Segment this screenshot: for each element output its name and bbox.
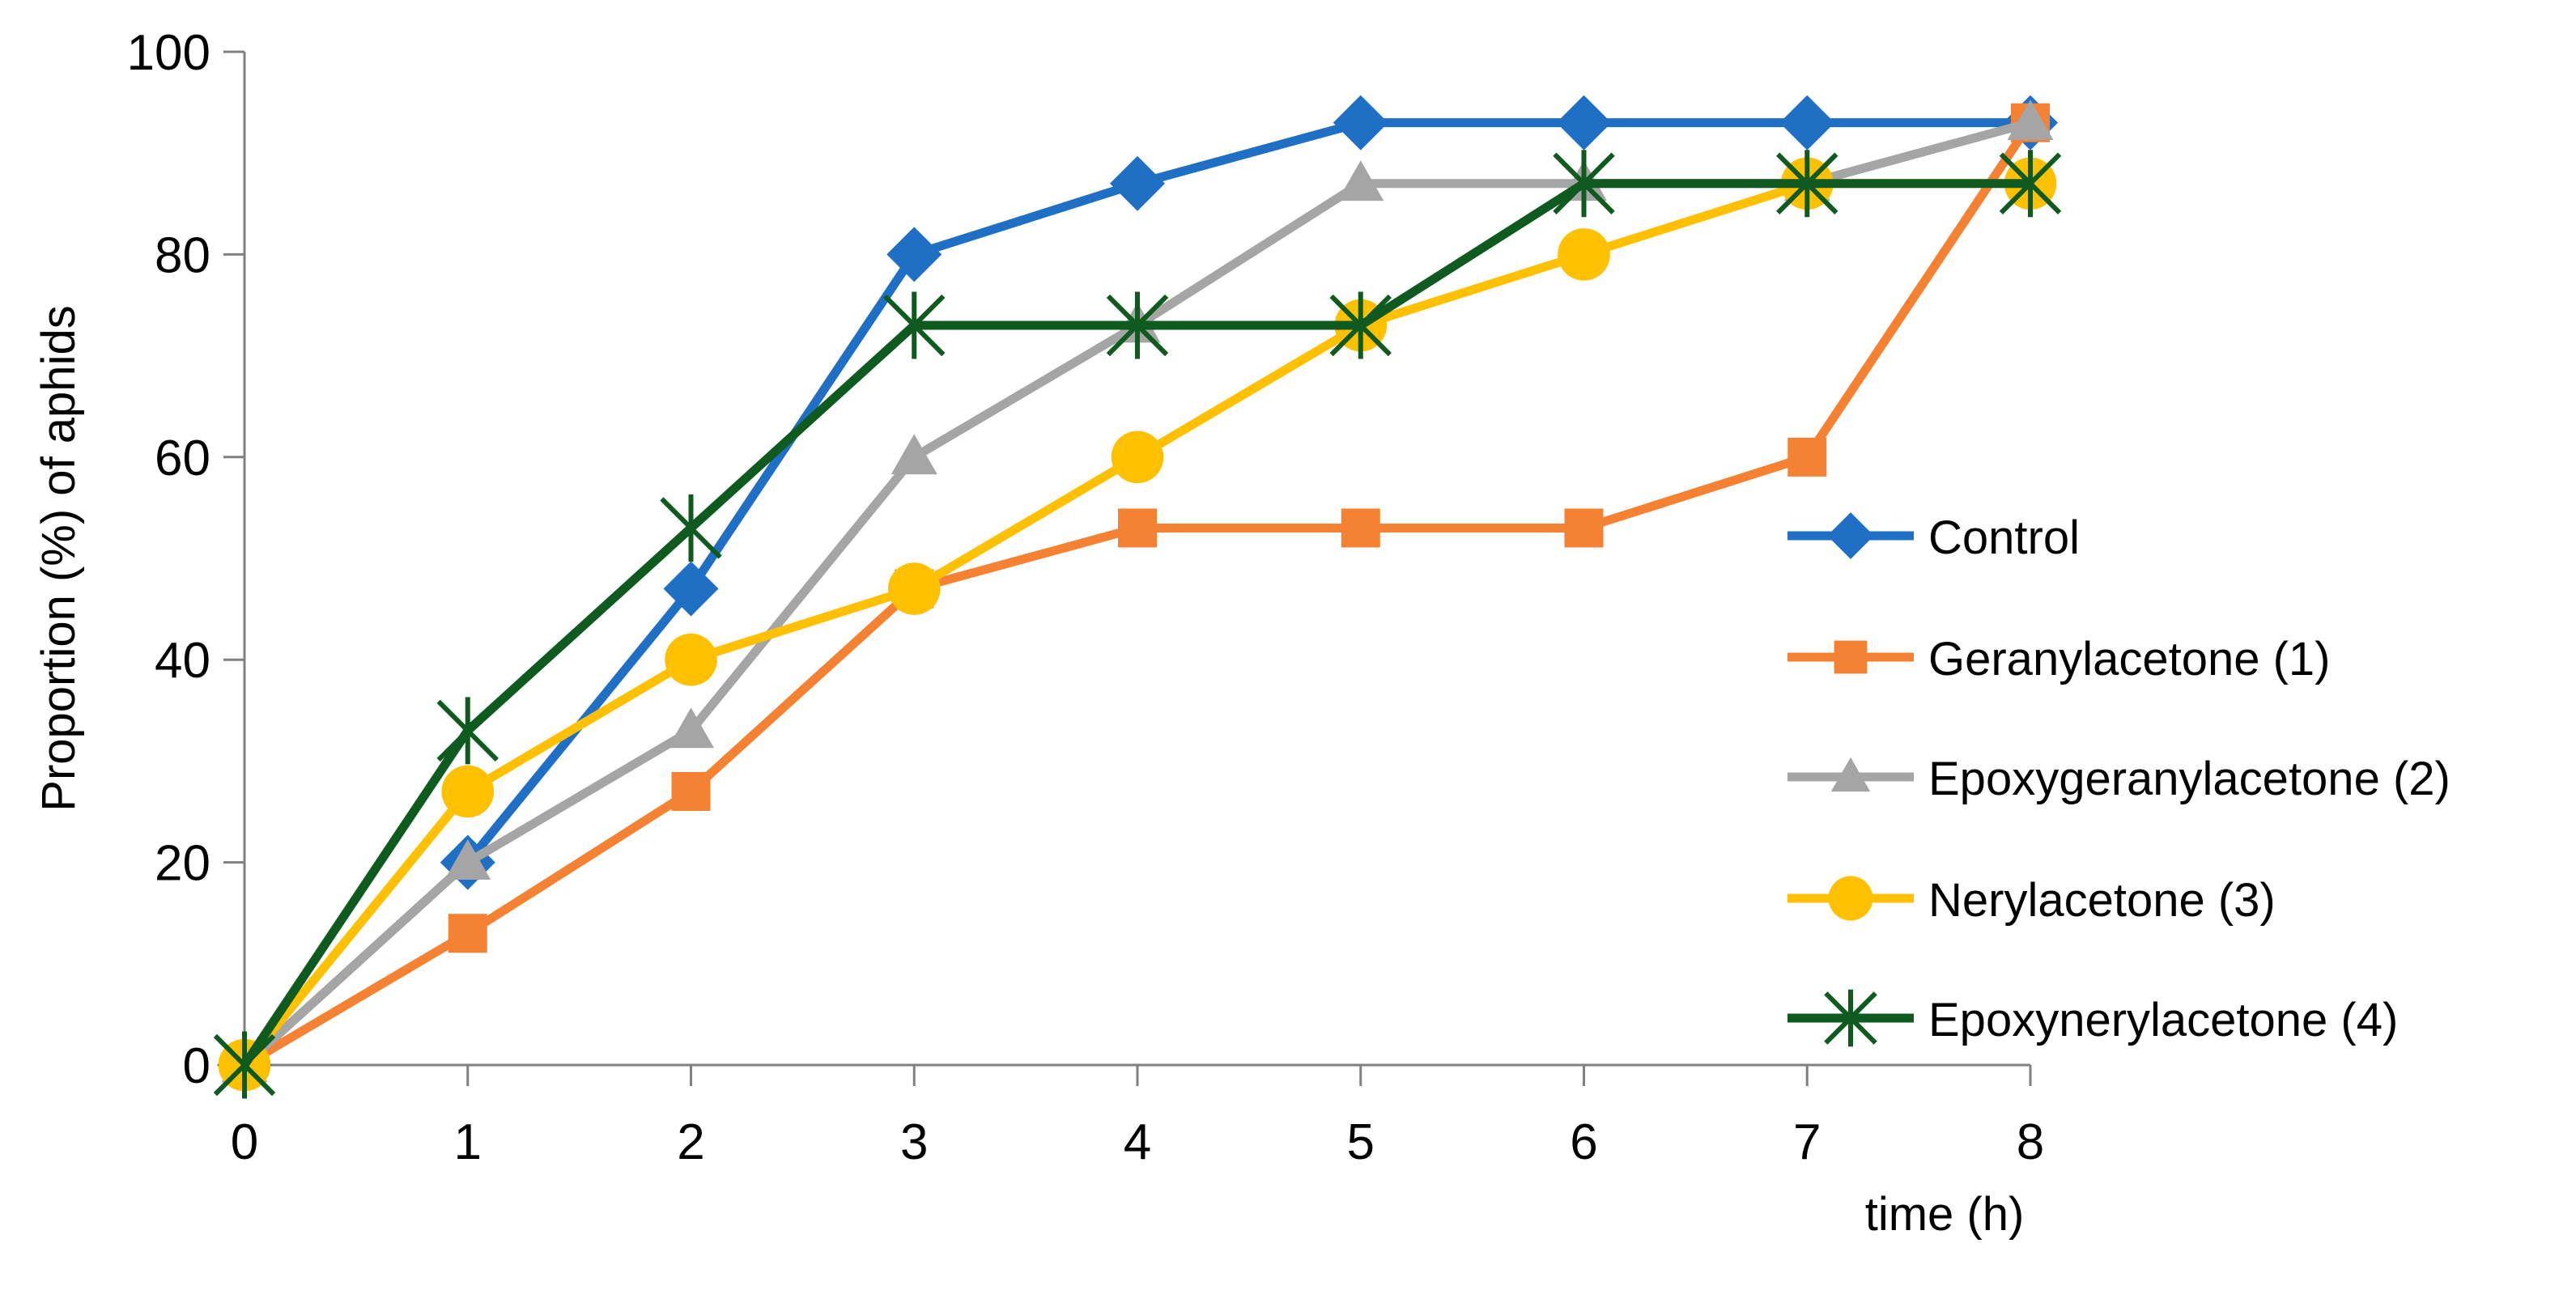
x-tick-label: 2 [677,1114,704,1170]
data-point [891,434,937,475]
data-point [213,1031,276,1099]
data-point [883,291,946,359]
data-point [1999,150,2062,218]
series-3 [221,100,2054,1083]
data-point [663,561,719,617]
legend-marker [1830,757,1871,792]
series-2 [225,103,2050,1084]
y-tick-label: 20 [155,836,210,892]
data-point [1779,95,1835,151]
data-point [1106,291,1169,359]
legend-label: Nerylacetone (3) [1928,874,2276,927]
data-point [1110,155,1165,211]
data-point [1333,95,1388,151]
legend-marker [1824,989,1877,1047]
x-tick-label: 6 [1570,1114,1597,1170]
series-line [241,118,2032,1069]
legend-label: Epoxygeranylacetone (2) [1928,753,2451,805]
legend-marker [1834,640,1868,674]
x-tick-label: 7 [1793,1114,1821,1170]
x-tick-label: 4 [1124,1114,1151,1170]
data-point [1329,291,1392,359]
data-point [448,914,487,953]
y-tick-label: 40 [155,633,210,689]
series-line [242,120,2034,1069]
data-point [1118,508,1157,548]
data-point [1564,508,1604,548]
series-layer [213,95,2062,1099]
x-axis-title: time (h) [1865,1188,2025,1241]
legend-entry: Epoxynerylacetone (4) [1787,989,2398,1047]
x-tick-label: 0 [231,1114,258,1170]
legend-marker [1828,876,1873,921]
series-line [241,118,2030,1069]
x-tick-label: 1 [454,1114,482,1170]
y-tick-label: 60 [155,431,210,486]
legend-entry: Control [1787,511,2080,564]
data-point [436,697,499,765]
data-point [671,771,711,811]
data-point [886,227,942,282]
legend-entry: Geranylacetone (1) [1787,633,2330,685]
x-tick-label: 5 [1347,1114,1375,1170]
data-point [441,765,495,818]
data-point [444,839,491,880]
y-tick-label: 0 [183,1038,210,1094]
axes: 0 20 40 60 80 100 0 1 2 3 4 5 6 7 8 [127,25,2045,1170]
data-point [1111,431,1164,484]
data-point [668,707,714,749]
data-point [2007,100,2054,141]
data-point [1558,228,1610,281]
y-axis-title: Proportion (%) of aphids [32,305,85,811]
data-point [1776,150,1838,218]
legend-marker [1827,512,1874,559]
series-5 [213,150,2062,1099]
legend-label: Epoxynerylacetone (4) [1928,994,2398,1046]
data-point [1553,150,1615,218]
data-point [1787,437,1827,477]
legend-entry: Nerylacetone (3) [1787,874,2276,927]
x-tick-label: 3 [900,1114,928,1170]
data-point [1337,160,1384,202]
legend-label: Control [1928,511,2080,564]
data-point [1556,95,1612,151]
y-tick-label: 80 [155,227,210,283]
y-tick-label: 100 [127,25,210,81]
x-tick-label: 8 [2017,1114,2044,1170]
legend: Control Geranylacetone (1) Epoxygeranylace… [1787,511,2451,1047]
legend-entry: Epoxygeranylacetone (2) [1787,753,2451,805]
data-point [887,562,941,615]
data-point [1341,508,1380,548]
series-1 [217,95,2058,1093]
data-point [660,494,722,562]
data-point [665,633,717,686]
legend-label: Geranylacetone (1) [1928,633,2330,685]
